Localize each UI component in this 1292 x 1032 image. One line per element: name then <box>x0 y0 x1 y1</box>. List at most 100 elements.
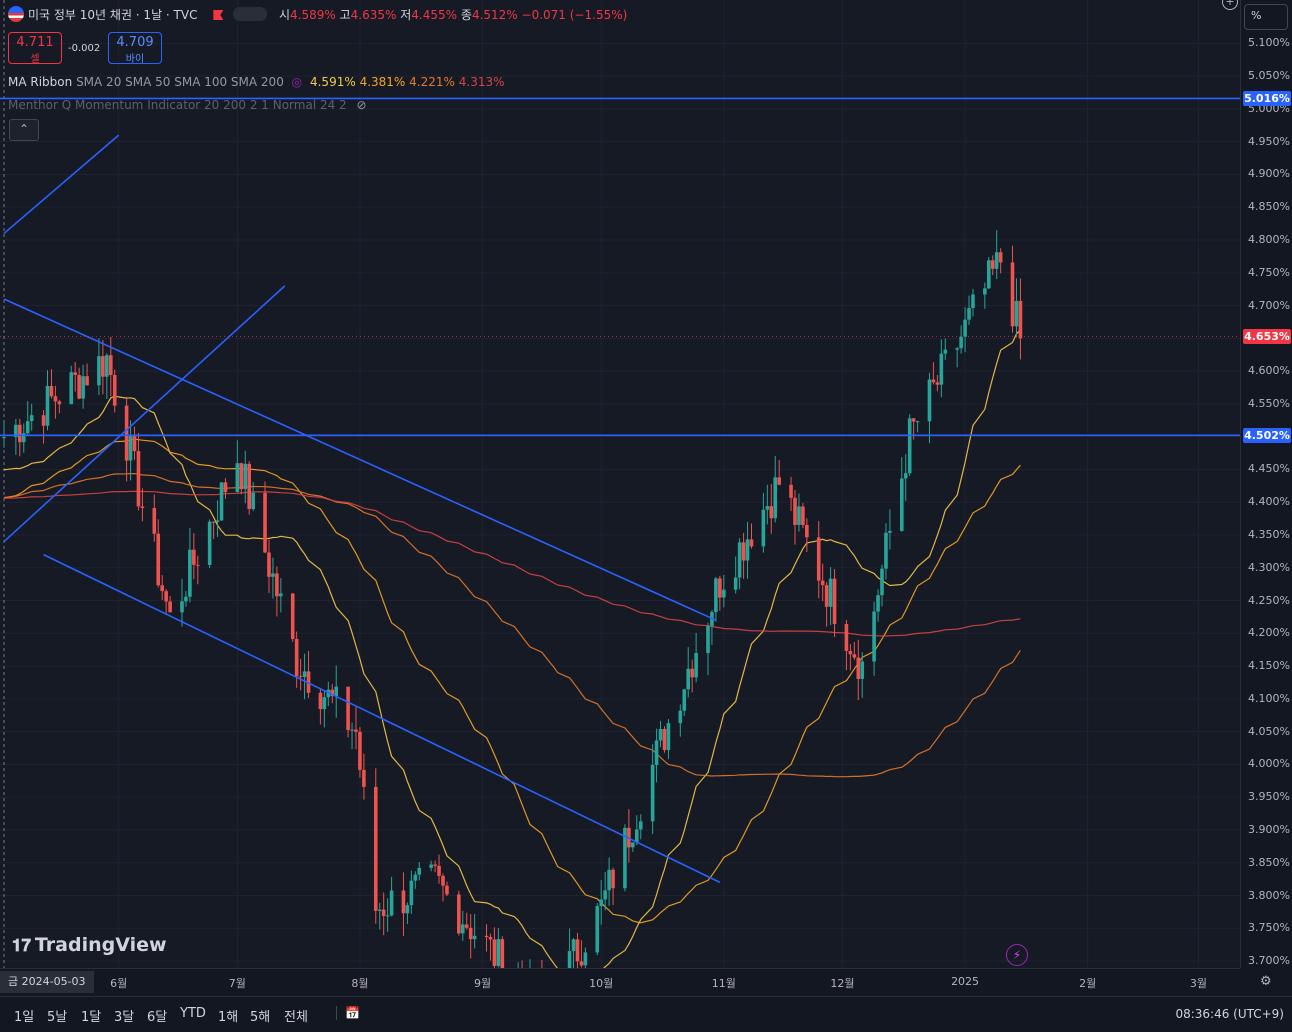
candle-body[interactable] <box>73 372 77 375</box>
candle-body[interactable] <box>599 899 604 907</box>
candle-body[interactable] <box>733 577 738 590</box>
candle-body[interactable] <box>884 532 888 569</box>
candle-body[interactable] <box>433 864 437 866</box>
candle-body[interactable] <box>472 935 477 940</box>
candle-body[interactable] <box>85 376 89 386</box>
candle-body[interactable] <box>207 521 212 565</box>
candle-body[interactable] <box>457 894 461 934</box>
buy-button[interactable]: 4.709 바이 <box>108 32 162 65</box>
candle-body[interactable] <box>749 539 754 547</box>
candle-body[interactable] <box>160 585 164 592</box>
unit-button[interactable]: % <box>1244 4 1288 30</box>
momentum-legend[interactable]: Menthor Q Momentum Indicator 20 200 2 1 … <box>8 98 367 112</box>
candle-body[interactable] <box>136 451 141 507</box>
hidden-eye-icon[interactable]: ⊘ <box>356 98 367 112</box>
candle-body[interactable] <box>49 385 54 397</box>
candle-body[interactable] <box>805 525 809 538</box>
candle-body[interactable] <box>464 924 469 928</box>
candle-body[interactable] <box>69 372 74 405</box>
candle-body[interactable] <box>468 927 473 940</box>
price-axis[interactable]: 5.100% 5.050% 5.000% 4.950% 4.900% 4.850% 4.80… <box>1240 0 1292 968</box>
candle-body[interactable] <box>223 482 228 493</box>
candle-body[interactable] <box>911 418 916 422</box>
candle-body[interactable] <box>192 549 196 565</box>
candle-body[interactable] <box>377 909 382 911</box>
candle-body[interactable] <box>714 578 718 613</box>
candle-body[interactable] <box>745 539 750 561</box>
candle-body[interactable] <box>789 484 793 498</box>
trend-line-drawing[interactable] <box>3 285 286 543</box>
candle-body[interactable] <box>816 537 821 581</box>
candle-body[interactable] <box>741 542 746 561</box>
candle-body[interactable] <box>694 653 698 678</box>
candle-body[interactable] <box>235 463 240 493</box>
candle-body[interactable] <box>888 530 892 533</box>
candle-body[interactable] <box>492 939 497 966</box>
range-button[interactable]: 전체 <box>284 1010 308 1025</box>
time-axis[interactable]: 금 2024-05-03 ⚙ 6월 7월 8월 9월 10월 11월 12월 2025 2월 3월 <box>0 968 1272 995</box>
candle-body[interactable] <box>955 348 959 350</box>
candle-body[interactable] <box>666 723 671 751</box>
candle-body[interactable] <box>239 463 244 490</box>
candle-body[interactable] <box>860 661 865 679</box>
candle-body[interactable] <box>437 865 441 876</box>
candle-body[interactable] <box>915 421 920 423</box>
candle-body[interactable] <box>658 728 663 741</box>
candle-body[interactable] <box>267 552 271 577</box>
range-button[interactable]: 3달 <box>114 1010 135 1025</box>
range-button[interactable]: 5해 <box>250 1010 271 1025</box>
candle-body[interactable] <box>682 689 687 711</box>
candle-body[interactable] <box>828 578 833 607</box>
candle-body[interactable] <box>500 939 505 968</box>
candle-body[interactable] <box>603 890 607 900</box>
candle-body[interactable] <box>373 786 378 911</box>
candle-body[interactable] <box>25 421 30 434</box>
candle-body[interactable] <box>108 355 113 375</box>
candle-body[interactable] <box>164 591 168 602</box>
candle-body[interactable] <box>81 376 85 399</box>
candle-body[interactable] <box>848 650 853 655</box>
candle-body[interactable] <box>595 906 600 953</box>
candle-body[interactable] <box>935 382 940 385</box>
trend-line-drawing[interactable] <box>3 134 120 235</box>
range-button[interactable]: 1일 <box>14 1010 35 1025</box>
candle-body[interactable] <box>290 593 295 639</box>
candle-body[interactable] <box>777 477 781 485</box>
candle-body[interactable] <box>354 729 358 732</box>
candle-body[interactable] <box>263 492 267 553</box>
candle-body[interactable] <box>567 951 572 968</box>
candle-body[interactable] <box>820 580 825 586</box>
candle-body[interactable] <box>876 595 880 612</box>
candle-body[interactable] <box>251 492 255 509</box>
candle-body[interactable] <box>686 668 691 690</box>
candle-body[interactable] <box>401 890 406 914</box>
candle-body[interactable] <box>211 521 216 523</box>
candle-body[interactable] <box>650 764 655 822</box>
trend-line-drawing[interactable] <box>3 298 717 621</box>
candle-body[interactable] <box>112 374 117 406</box>
candle-body[interactable] <box>346 686 350 731</box>
candle-body[interactable] <box>579 961 584 966</box>
candle-body[interactable] <box>959 336 963 349</box>
candle-body[interactable] <box>611 869 615 889</box>
candle-body[interactable] <box>18 424 22 443</box>
candle-body[interactable] <box>488 936 493 940</box>
candle-body[interactable] <box>195 564 200 566</box>
candle-body[interactable] <box>662 728 667 751</box>
candle-body[interactable] <box>29 415 34 422</box>
candle-body[interactable] <box>45 385 50 426</box>
candle-body[interactable] <box>690 668 694 678</box>
candle-body[interactable] <box>631 842 635 848</box>
candle-body[interactable] <box>409 880 414 906</box>
candle-body[interactable] <box>188 549 192 597</box>
candle-body[interactable] <box>927 379 932 422</box>
candle-body[interactable] <box>57 401 62 405</box>
candle-body[interactable] <box>856 657 861 679</box>
candle-body[interactable] <box>575 939 580 962</box>
candle-body[interactable] <box>168 601 172 613</box>
candle-body[interactable] <box>14 424 18 438</box>
candle-body[interactable] <box>484 935 489 937</box>
candle-body[interactable] <box>967 308 971 320</box>
flag-red-icon[interactable] <box>213 10 224 20</box>
candle-body[interactable] <box>385 915 390 917</box>
